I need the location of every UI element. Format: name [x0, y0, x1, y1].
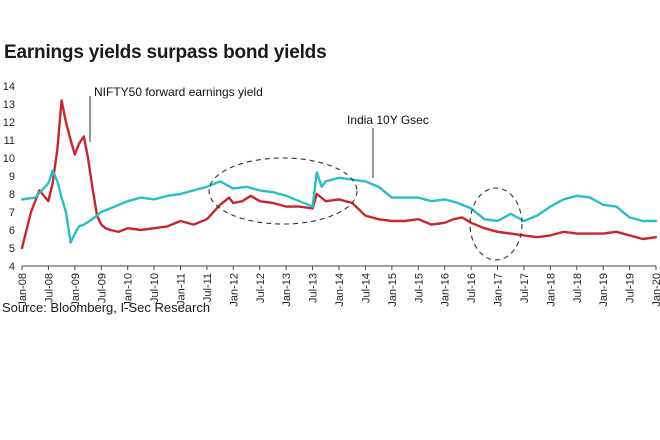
x-tick-label: Jan-08: [17, 273, 29, 307]
x-tick-label: Jan-10: [123, 273, 135, 307]
y-tick-label: 6: [9, 225, 15, 237]
x-axis: Jan-08 Jul-08 Jan-09 Jul-09 Jan-10 Jul-10 Jan-…: [17, 266, 660, 307]
x-tick-label: Jan-15: [387, 273, 399, 307]
chart-title: Earnings yields surpass bond yields: [4, 42, 327, 63]
y-tick-label: 4: [9, 261, 15, 273]
series-line-india-10y-gsec: [20, 169, 658, 244]
x-tick-label: Jul-10: [149, 273, 161, 303]
x-tick-label: Jul-16: [466, 273, 478, 303]
series-line-nifty-earnings-yield: [20, 99, 658, 250]
y-tick-label: 9: [9, 171, 15, 183]
series-layer: [20, 99, 658, 250]
x-tick-label: Jan-13: [281, 273, 293, 307]
highlight-ellipse-2012: [208, 157, 358, 225]
x-tick-label: Jul-14: [360, 273, 372, 303]
x-tick-label: Jul-12: [255, 273, 267, 303]
x-tick-label: Jan-20: [651, 273, 660, 307]
x-tick-label: Jul-17: [519, 273, 531, 303]
y-tick-label: 10: [3, 153, 15, 165]
annotation-nifty: NIFTY50 forward earnings yield: [94, 85, 263, 99]
x-tick-label: Jan-18: [545, 273, 557, 307]
y-tick-label: 13: [3, 99, 15, 111]
x-tick-label: Jan-17: [493, 273, 505, 307]
x-tick-label: Jan-14: [334, 273, 346, 307]
x-tick-label: Jan-12: [228, 273, 240, 307]
y-axis: 4 5 6 7 8 9 10 11 12 13 14: [3, 81, 15, 273]
x-tick-label: Jul-11: [202, 273, 214, 302]
x-tick-label: Jan-16: [440, 273, 452, 307]
x-tick-label: Jul-19: [625, 273, 637, 303]
x-tick-label: Jul-09: [96, 273, 108, 303]
x-tick-label: Jul-08: [43, 273, 55, 303]
highlight-ellipse-2016: [469, 187, 523, 261]
x-tick-label: Jan-09: [70, 273, 82, 307]
x-tick-label: Jan-19: [598, 273, 610, 307]
source-note: Source: Bloomberg, I-Sec Research: [2, 300, 211, 315]
y-tick-label: 12: [3, 117, 15, 129]
x-tick-label: Jan-11: [176, 273, 188, 306]
annotation-gsec: India 10Y Gsec: [347, 113, 429, 127]
y-tick-label: 14: [3, 81, 15, 93]
x-tick-label: Jul-15: [413, 273, 425, 303]
y-tick-label: 5: [9, 243, 15, 255]
y-tick-label: 11: [4, 135, 15, 147]
y-tick-label: 7: [9, 207, 15, 219]
x-tick-label: Jul-18: [572, 273, 584, 303]
x-tick-label: Jul-13: [308, 273, 320, 303]
y-tick-label: 8: [9, 189, 15, 201]
